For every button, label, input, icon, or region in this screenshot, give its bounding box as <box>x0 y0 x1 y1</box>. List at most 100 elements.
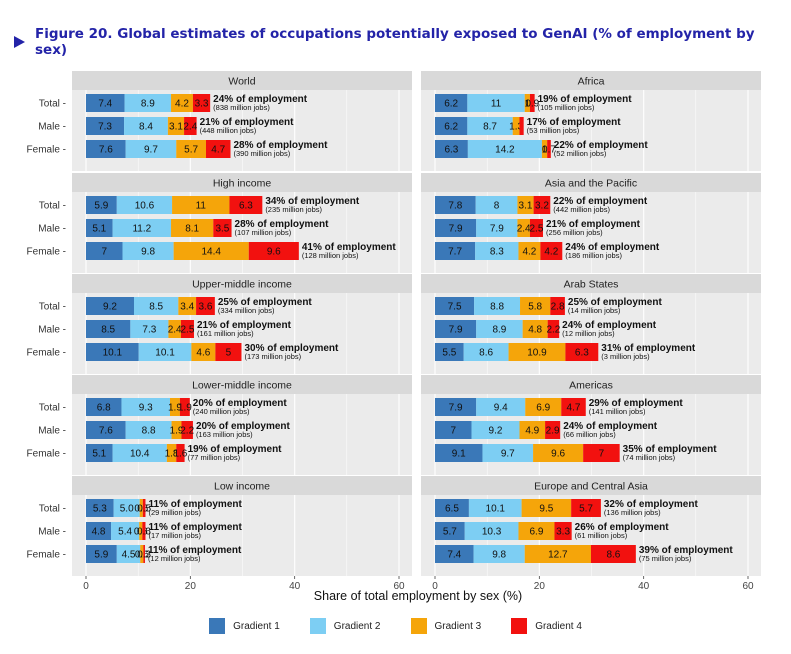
segment-value-label: 8.7 <box>483 122 497 133</box>
facet-title: Lower-middle income <box>192 380 292 392</box>
segment-value-label: 8.5 <box>101 325 115 336</box>
bar-segment <box>173 242 249 260</box>
legend-item: Gradient 3 <box>410 618 481 634</box>
bar-segment <box>86 421 126 439</box>
bar-segment <box>435 117 468 135</box>
bar-segment <box>86 398 122 416</box>
segment-value-label: 9.1 <box>452 449 466 460</box>
employment-share-annotation: 11% of employment <box>148 499 242 510</box>
bar-segment <box>512 117 520 135</box>
bar-segment <box>196 297 215 315</box>
employment-share-annotation: 35% of employment <box>623 444 718 455</box>
x-tick-label: 60 <box>393 581 405 592</box>
bar-segment <box>590 545 636 563</box>
bar-segment <box>166 444 177 462</box>
segment-value-label: 4.2 <box>522 247 536 258</box>
segment-value-label: 10.1 <box>155 348 175 359</box>
bar-segment <box>86 94 125 112</box>
jobs-count-annotation: (12 million jobs) <box>148 554 201 563</box>
figure-title: Figure 20. Global estimates of occupatio… <box>35 26 755 58</box>
segment-value-label: 1.6 <box>173 449 187 460</box>
bar-segment <box>124 117 168 135</box>
bar-segment <box>435 421 472 439</box>
segment-value-label: 7.9 <box>449 224 463 235</box>
bar-segment <box>133 297 179 315</box>
segment-value-label: 7.6 <box>99 145 113 156</box>
bar-segment <box>139 522 143 540</box>
facet-title: Americas <box>569 380 613 392</box>
bar-segment <box>519 117 524 135</box>
segment-value-label: 3.5 <box>215 224 229 235</box>
category-label: Male - <box>38 426 66 437</box>
bar-segment <box>213 219 232 237</box>
bar-segment <box>475 242 519 260</box>
x-axis-title: Share of total employment by sex (%) <box>314 589 522 603</box>
bar-segment <box>168 320 181 338</box>
jobs-count-annotation: (29 million jobs) <box>148 508 201 517</box>
segment-value-label: 2.4 <box>183 122 197 133</box>
employment-share-annotation: 41% of employment <box>302 242 397 253</box>
segment-value-label: 6.9 <box>530 527 544 538</box>
segment-value-label: 3.4 <box>180 302 194 313</box>
segment-value-label: 8.9 <box>141 99 155 110</box>
x-tick-label: 40 <box>289 581 301 592</box>
bar-segment <box>181 421 193 439</box>
employment-share-annotation: 19% of employment <box>538 94 633 105</box>
category-label: Total - <box>39 504 66 515</box>
bar-segment <box>86 219 113 237</box>
segment-value-label: 5.9 <box>94 550 108 561</box>
facet-strip <box>421 375 761 394</box>
bar-segment <box>508 343 566 361</box>
category-label: Female - <box>27 550 66 561</box>
facet-title: Europe and Central Asia <box>534 481 648 493</box>
jobs-count-annotation: (235 million jobs) <box>265 205 322 214</box>
bar-segment <box>138 343 192 361</box>
segment-value-label: 4.9 <box>525 426 539 437</box>
bar-segment <box>113 499 140 517</box>
bar-segment <box>519 421 546 439</box>
segment-value-label: 8.8 <box>142 426 156 437</box>
facet-strip <box>421 173 761 192</box>
bar-segment <box>86 444 113 462</box>
employment-share-annotation: 25% of employment <box>218 297 313 308</box>
segment-value-label: 8 <box>494 201 500 212</box>
bar-segment <box>435 499 469 517</box>
jobs-count-annotation: (17 million jobs) <box>148 531 201 540</box>
employment-share-annotation: 30% of employment <box>244 343 339 354</box>
category-label: Female - <box>27 449 66 460</box>
segment-value-label: 7.7 <box>448 247 462 258</box>
facet-panel: Arab States 7.5 8.8 5.8 2.8 25% of employment… <box>421 274 761 374</box>
legend-swatch <box>511 618 528 634</box>
bar-segment <box>86 242 123 260</box>
play-arrow-icon <box>14 36 25 48</box>
bar-segment <box>192 94 211 112</box>
employment-share-annotation: 17% of employment <box>527 117 622 128</box>
employment-share-annotation: 22% of employment <box>554 140 649 151</box>
employment-share-annotation: 32% of employment <box>604 499 699 510</box>
jobs-count-annotation: (77 million jobs) <box>188 453 241 462</box>
segment-value-label: 7.9 <box>449 403 463 414</box>
bar-segment <box>533 444 584 462</box>
category-label: Female - <box>27 145 66 156</box>
jobs-count-annotation: (107 million jobs) <box>235 228 292 237</box>
bar-segment <box>517 196 534 214</box>
legend-item: Gradient 2 <box>309 618 381 634</box>
jobs-count-annotation: (75 million jobs) <box>639 554 692 563</box>
segment-value-label: 6.2 <box>444 122 458 133</box>
segment-value-label: 11 <box>196 201 207 212</box>
jobs-count-annotation: (163 million jobs) <box>196 430 253 439</box>
bar-segment <box>435 297 475 315</box>
segment-value-label: 6.5 <box>445 504 459 515</box>
jobs-count-annotation: (334 million jobs) <box>218 306 275 315</box>
facet-panel: World 7.4 8.9 4.2 3.3 24% of employment(838 m… <box>27 71 412 171</box>
jobs-count-annotation: (74 million jobs) <box>623 453 676 462</box>
bar-segment <box>130 320 169 338</box>
bar-segment <box>112 219 172 237</box>
segment-value-label: 8.4 <box>139 122 153 133</box>
bar-segment <box>171 219 214 237</box>
segment-value-label: 0.3 <box>137 550 151 561</box>
bar-segment <box>169 398 180 416</box>
bar-segment <box>521 499 572 517</box>
segment-value-label: 5.3 <box>93 504 107 515</box>
